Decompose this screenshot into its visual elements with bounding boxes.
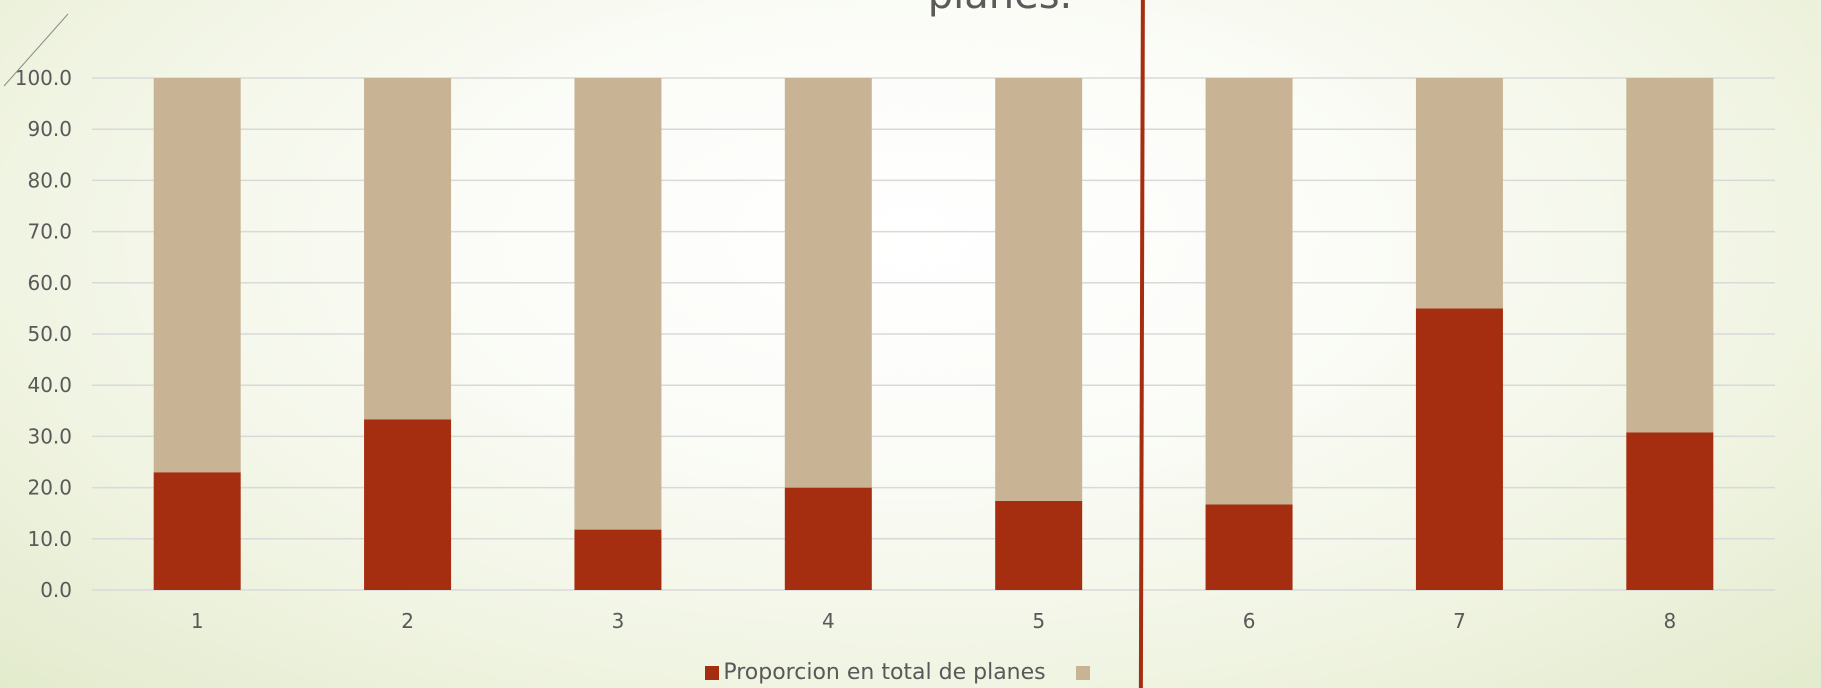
bar-series-1-6 — [1205, 504, 1293, 590]
x-tick-label: 3 — [612, 609, 625, 633]
x-tick-label: 1 — [191, 609, 204, 633]
bar-series-1-4 — [784, 487, 872, 590]
bar-series-2-2 — [364, 78, 452, 420]
x-tick-label: 8 — [1663, 609, 1676, 633]
bar-series-2-6 — [1205, 78, 1293, 505]
divider-line — [1138, 0, 1145, 688]
y-tick-label: 70.0 — [27, 220, 72, 244]
bar-series-1-7 — [1415, 308, 1503, 590]
x-tick-label: 7 — [1453, 609, 1466, 633]
legend-item: Proporcion en total de planes — [705, 660, 1046, 685]
legend-label: Proporcion en total de planes — [723, 660, 1046, 685]
corner-decoration-line — [3, 13, 69, 87]
y-tick-label: 20.0 — [27, 476, 72, 500]
y-tick-label: 30.0 — [27, 424, 72, 448]
bar-series-1-5 — [995, 500, 1083, 590]
x-tick-label: 5 — [1032, 609, 1045, 633]
bar-series-2-7 — [1415, 78, 1503, 309]
legend-swatch — [1075, 665, 1090, 680]
bar-series-1-8 — [1626, 432, 1714, 590]
y-tick-label: 60.0 — [27, 271, 72, 295]
legend-swatch — [705, 665, 720, 680]
bar-series-1-2 — [364, 419, 452, 590]
bar-series-2-1 — [153, 78, 241, 473]
y-tick-label: 80.0 — [27, 168, 72, 192]
legend-item — [1075, 665, 1094, 680]
bar-series-2-5 — [995, 78, 1083, 501]
bar-series-1-3 — [574, 529, 662, 590]
y-tick-label: 10.0 — [27, 527, 72, 551]
y-tick-label: 90.0 — [27, 117, 72, 141]
bar-series-2-8 — [1626, 78, 1714, 433]
bar-series-2-3 — [574, 78, 662, 530]
y-tick-label: 0.0 — [40, 578, 72, 602]
chart-legend: Proporcion en total de planes — [0, 660, 1821, 685]
x-tick-label: 4 — [822, 609, 835, 633]
x-tick-label: 6 — [1243, 609, 1256, 633]
bar-series-2-4 — [784, 78, 872, 488]
x-tick-label: 2 — [401, 609, 414, 633]
y-tick-label: 50.0 — [27, 322, 72, 346]
y-tick-label: 40.0 — [27, 373, 72, 397]
chart-title: planes. — [0, 0, 1821, 18]
bar-series-1-1 — [153, 472, 241, 590]
y-tick-label: 100.0 — [15, 66, 72, 90]
